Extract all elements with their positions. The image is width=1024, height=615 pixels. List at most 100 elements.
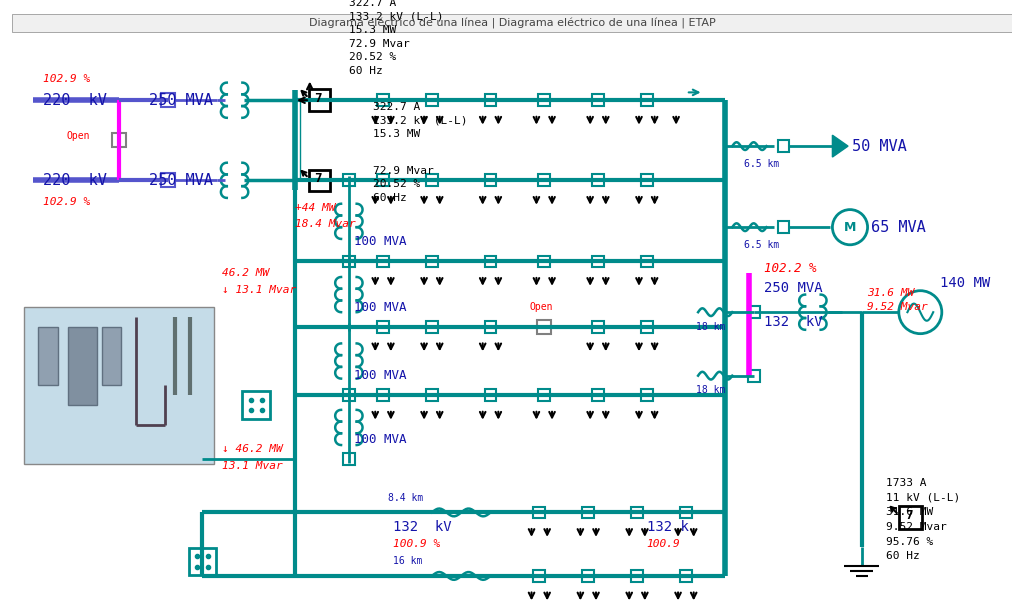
Text: Open: Open bbox=[529, 303, 553, 312]
Bar bbox=[641, 255, 652, 268]
Text: 102.9 %: 102.9 % bbox=[43, 74, 90, 84]
Text: 65 MVA: 65 MVA bbox=[871, 220, 927, 235]
Bar bbox=[539, 389, 550, 401]
Bar bbox=[24, 308, 214, 464]
Bar bbox=[343, 453, 354, 464]
Bar bbox=[592, 255, 604, 268]
Text: 20.52 %: 20.52 % bbox=[374, 179, 421, 189]
Text: 6.5 km: 6.5 km bbox=[744, 159, 779, 169]
Bar bbox=[592, 175, 604, 186]
Bar bbox=[583, 507, 594, 518]
Text: ↓ 13.1 Mvar: ↓ 13.1 Mvar bbox=[222, 285, 296, 295]
Text: 7: 7 bbox=[905, 509, 912, 522]
Bar bbox=[162, 173, 175, 187]
Bar bbox=[777, 221, 790, 233]
Text: 100 MVA: 100 MVA bbox=[353, 236, 407, 248]
Bar bbox=[592, 94, 604, 106]
Bar bbox=[101, 327, 121, 386]
Bar bbox=[377, 94, 389, 106]
Text: 100 MVA: 100 MVA bbox=[353, 301, 407, 314]
Text: 16 km: 16 km bbox=[393, 557, 422, 566]
Bar bbox=[641, 321, 652, 333]
Bar bbox=[343, 175, 354, 186]
Text: 133.2 kV (L-L): 133.2 kV (L-L) bbox=[374, 116, 468, 125]
Bar bbox=[377, 321, 389, 333]
Bar bbox=[426, 255, 437, 268]
Text: 1733 A: 1733 A bbox=[886, 478, 927, 488]
Bar bbox=[680, 507, 692, 518]
Bar bbox=[38, 327, 57, 386]
Bar bbox=[426, 94, 437, 106]
Bar bbox=[749, 370, 760, 381]
Bar bbox=[484, 389, 497, 401]
Bar bbox=[534, 507, 545, 518]
Text: 72.9 Mvar: 72.9 Mvar bbox=[349, 39, 410, 49]
Bar bbox=[484, 94, 497, 106]
Bar bbox=[309, 170, 331, 191]
Bar bbox=[68, 327, 97, 405]
Text: 102.2 %: 102.2 % bbox=[764, 262, 816, 275]
Bar bbox=[426, 389, 437, 401]
Bar bbox=[188, 547, 216, 575]
Text: 322.7 A: 322.7 A bbox=[349, 0, 396, 7]
Bar bbox=[539, 175, 550, 186]
Bar bbox=[899, 506, 923, 529]
Bar bbox=[343, 389, 354, 401]
Bar bbox=[484, 175, 497, 186]
Bar bbox=[592, 389, 604, 401]
Bar bbox=[539, 255, 550, 268]
Bar bbox=[243, 391, 269, 419]
Text: +44 MW: +44 MW bbox=[295, 203, 336, 213]
Bar bbox=[538, 320, 551, 334]
Text: 18 km: 18 km bbox=[695, 322, 725, 332]
Bar bbox=[426, 321, 437, 333]
Text: 15.3 MW: 15.3 MW bbox=[349, 25, 396, 35]
Text: 72.9 Mvar: 72.9 Mvar bbox=[374, 165, 434, 175]
Text: ↓ 46.2 MW: ↓ 46.2 MW bbox=[222, 444, 283, 454]
Bar bbox=[162, 93, 175, 107]
Bar bbox=[641, 175, 652, 186]
Bar bbox=[484, 255, 497, 268]
Text: 60 Hz: 60 Hz bbox=[349, 66, 383, 76]
Text: 100 MVA: 100 MVA bbox=[353, 369, 407, 382]
Text: 102.9 %: 102.9 % bbox=[43, 197, 90, 207]
Text: 220  kV: 220 kV bbox=[43, 93, 106, 108]
Bar bbox=[12, 14, 1012, 32]
Bar bbox=[583, 570, 594, 582]
Bar bbox=[484, 321, 497, 333]
Text: 140 MW: 140 MW bbox=[940, 276, 990, 290]
Text: 132  kV: 132 kV bbox=[393, 520, 452, 534]
Text: 250 MVA: 250 MVA bbox=[148, 93, 213, 108]
Text: 100.9: 100.9 bbox=[647, 539, 681, 549]
Bar bbox=[426, 175, 437, 186]
Text: 18.4 Mvar: 18.4 Mvar bbox=[295, 220, 356, 229]
Bar bbox=[641, 94, 652, 106]
Bar bbox=[377, 389, 389, 401]
Text: 11 kV (L-L): 11 kV (L-L) bbox=[886, 493, 961, 503]
Bar bbox=[777, 140, 790, 152]
Bar bbox=[377, 175, 389, 186]
Text: 132  kV: 132 kV bbox=[764, 315, 822, 329]
Text: 13.1 Mvar: 13.1 Mvar bbox=[222, 461, 283, 470]
Text: 100 MVA: 100 MVA bbox=[353, 433, 407, 446]
Bar bbox=[377, 255, 389, 268]
Bar bbox=[631, 507, 643, 518]
Text: 9.52 Mvar: 9.52 Mvar bbox=[866, 303, 928, 312]
Text: 46.2 MW: 46.2 MW bbox=[222, 268, 269, 278]
Text: 18 km: 18 km bbox=[695, 386, 725, 395]
Text: Open: Open bbox=[67, 132, 90, 141]
Text: 250 MVA: 250 MVA bbox=[764, 281, 822, 295]
Bar bbox=[641, 389, 652, 401]
Bar bbox=[749, 306, 760, 318]
Text: 15.3 MW: 15.3 MW bbox=[374, 129, 421, 140]
Text: 31.6 MW: 31.6 MW bbox=[866, 288, 913, 298]
Text: 220  kV: 220 kV bbox=[43, 173, 106, 188]
Text: M: M bbox=[844, 221, 856, 234]
Bar bbox=[539, 94, 550, 106]
Text: 60 Hz: 60 Hz bbox=[886, 552, 920, 561]
Text: 132 k: 132 k bbox=[647, 520, 689, 534]
Text: 95.76 %: 95.76 % bbox=[886, 537, 934, 547]
Bar bbox=[631, 570, 643, 582]
Bar bbox=[592, 321, 604, 333]
Text: 322.7 A: 322.7 A bbox=[374, 102, 421, 112]
